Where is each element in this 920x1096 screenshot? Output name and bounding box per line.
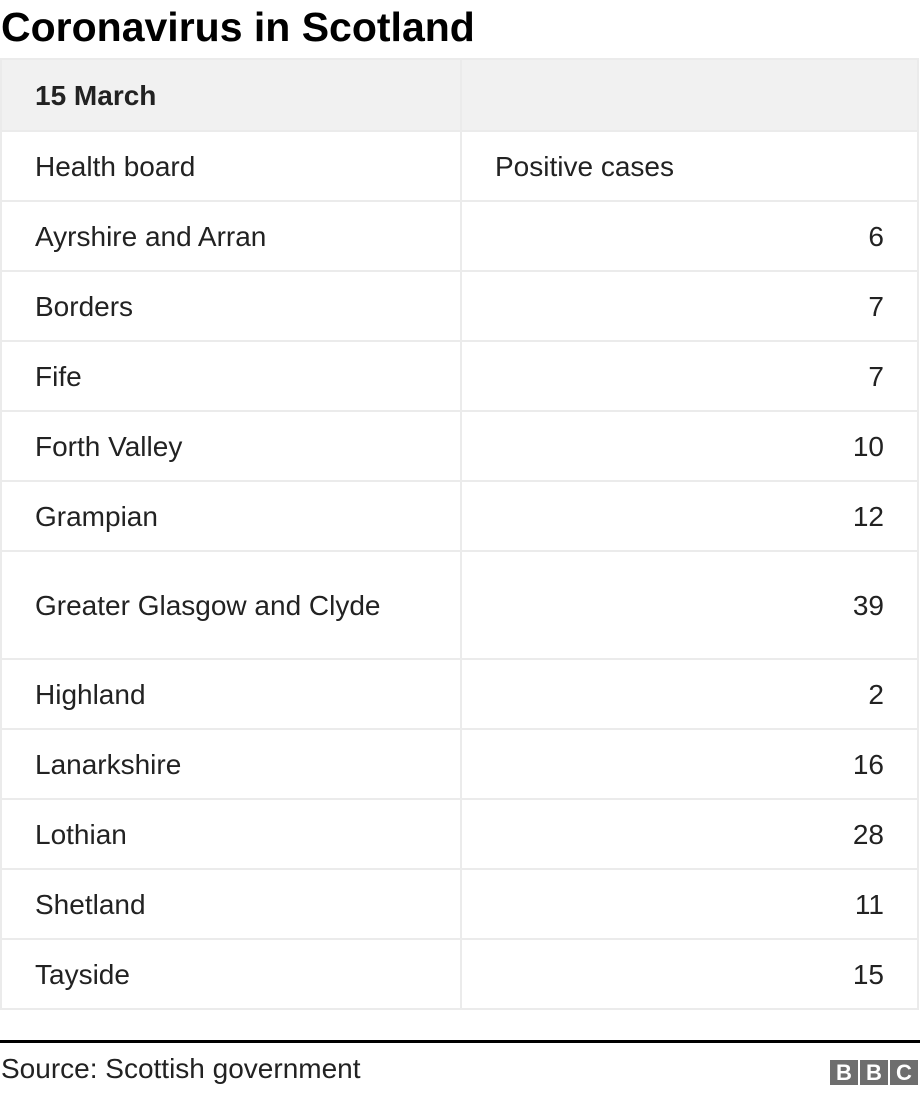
positive-cases-cell: 2 <box>460 658 919 730</box>
date-header: 15 March <box>0 58 462 132</box>
table-row: Highland 2 <box>0 658 919 730</box>
positive-cases-cell: 7 <box>460 270 919 342</box>
positive-cases-cell: 16 <box>460 728 919 800</box>
table-row: Forth Valley 10 <box>0 410 919 482</box>
health-board-cell: Ayrshire and Arran <box>0 200 462 272</box>
source-note: Source: Scottish government <box>1 1053 361 1084</box>
divider-rule <box>0 1040 920 1043</box>
health-board-cell: Tayside <box>0 938 462 1010</box>
table-row: Tayside 15 <box>0 938 919 1010</box>
health-board-cell: Grampian <box>0 480 462 552</box>
date-header-row: 15 March <box>0 58 919 132</box>
health-board-cell: Lanarkshire <box>0 728 462 800</box>
positive-cases-cell: 10 <box>460 410 919 482</box>
positive-cases-cell: 39 <box>460 550 919 660</box>
positive-cases-cell: 11 <box>460 868 919 940</box>
table-row: Borders 7 <box>0 270 919 342</box>
health-board-cell: Highland <box>0 658 462 730</box>
bbc-logo-c: C <box>890 1060 918 1085</box>
table-row: Lothian 28 <box>0 798 919 870</box>
positive-cases-cell: 12 <box>460 480 919 552</box>
chart-title: Coronavirus in Scotland <box>1 4 475 50</box>
health-board-cell: Forth Valley <box>0 410 462 482</box>
positive-cases-cell: 28 <box>460 798 919 870</box>
bbc-logo-b1: B <box>830 1060 858 1085</box>
table-row: Greater Glasgow and Clyde 39 <box>0 550 919 660</box>
table-row: Lanarkshire 16 <box>0 728 919 800</box>
table-row: Ayrshire and Arran 6 <box>0 200 919 272</box>
cases-table: 15 March Health board Positive cases Ayr… <box>0 58 919 1010</box>
date-header-empty <box>460 58 919 132</box>
column-header-positive-cases: Positive cases <box>460 130 919 202</box>
health-board-cell: Greater Glasgow and Clyde <box>0 550 462 660</box>
table-row: Grampian 12 <box>0 480 919 552</box>
health-board-cell: Shetland <box>0 868 462 940</box>
health-board-cell: Lothian <box>0 798 462 870</box>
health-board-cell: Borders <box>0 270 462 342</box>
table-row: Shetland 11 <box>0 868 919 940</box>
positive-cases-cell: 6 <box>460 200 919 272</box>
positive-cases-cell: 7 <box>460 340 919 412</box>
table-row: Fife 7 <box>0 340 919 412</box>
positive-cases-cell: 15 <box>460 938 919 1010</box>
health-board-cell: Fife <box>0 340 462 412</box>
bbc-logo-b2: B <box>860 1060 888 1085</box>
column-header-row: Health board Positive cases <box>0 130 919 202</box>
column-header-health-board: Health board <box>0 130 462 202</box>
